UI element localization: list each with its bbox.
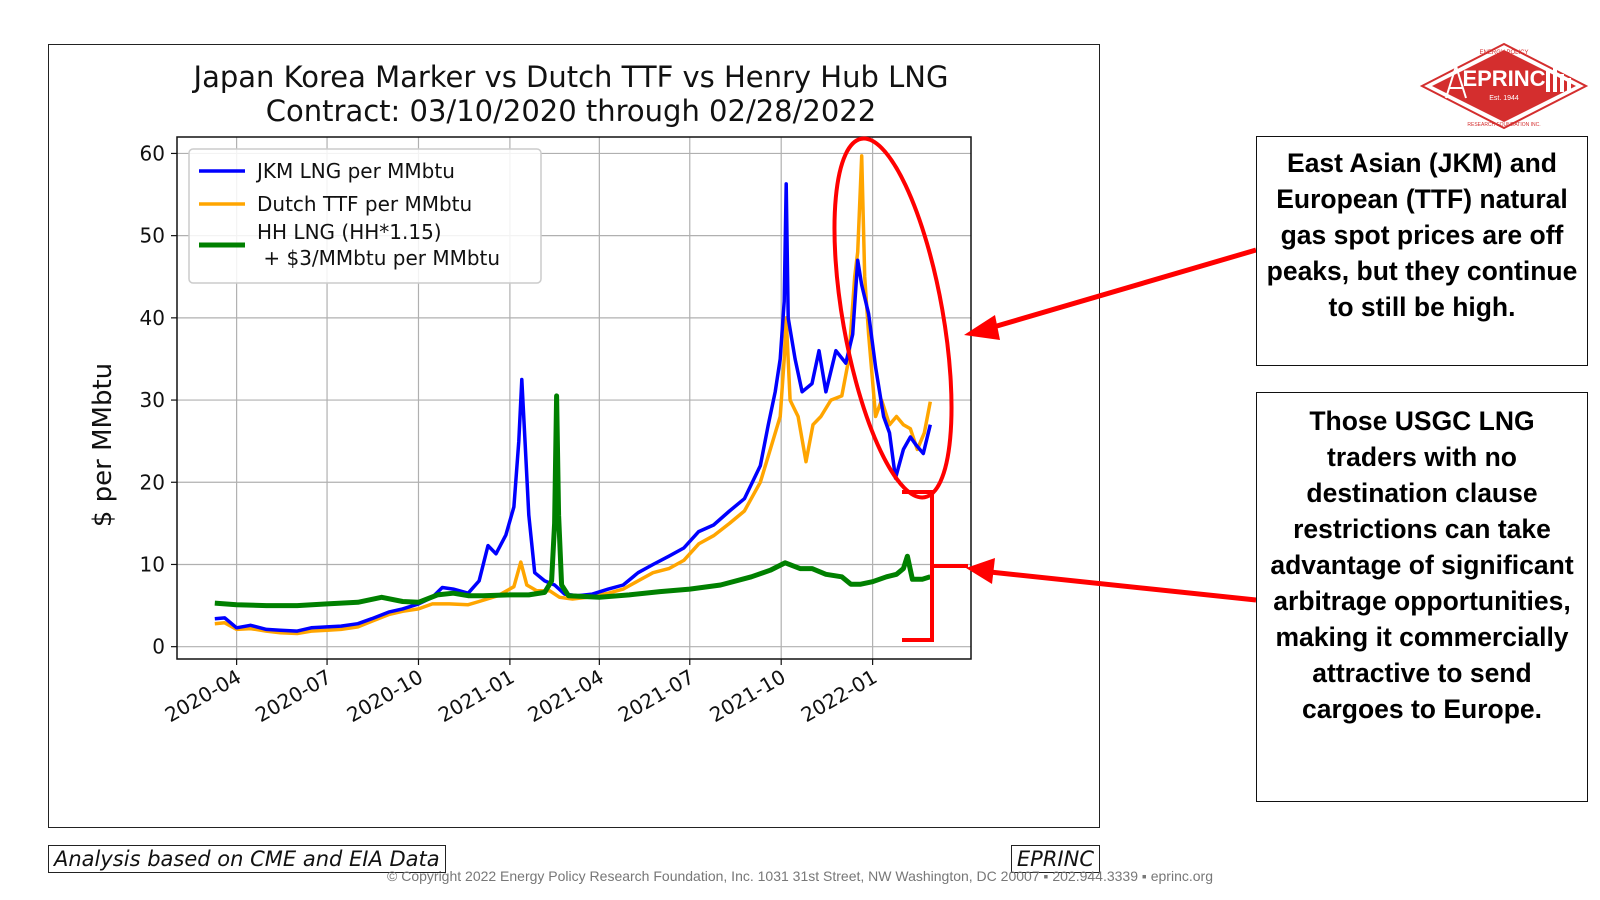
x-tick-label: 2022-01 [797,665,881,728]
x-tick-label: 2021-01 [434,665,518,728]
y-tick-label: 30 [140,388,165,412]
y-tick-label: 10 [140,552,165,576]
y-tick-label: 60 [140,141,165,165]
refinery-icon [1546,66,1571,92]
logo-wordmark: EPRINC [1462,66,1545,91]
callout-peaks: East Asian (JKM) and European (TTF) natu… [1256,136,1588,366]
logo-ring-top: ENERGY POLICY [1480,50,1529,56]
chart-figure: 0 10 20 30 40 50 60 2020-04 2020-07 2020-10 2021-0… [48,44,1100,873]
footer-copyright: © Copyright 2022 Energy Policy Research … [387,868,1213,884]
x-tick-label: 2021-04 [523,665,607,728]
y-tick-label: 0 [152,635,165,659]
y-tick-label: 40 [140,306,165,330]
x-tick-label: 2021-10 [705,665,789,728]
derrick-icon [1445,65,1467,99]
data-source-note: Analysis based on CME and EIA Data [48,845,446,873]
chart-subtitle: Contract: 03/10/2020 through 02/28/2022 [266,94,876,128]
chart-credit: EPRINC [1010,845,1100,873]
legend-label: Dutch TTF per MMbtu [257,192,472,216]
plot-area-frame [176,136,972,660]
y-axis-label: $ per MMbtu [88,363,118,527]
logo-band [1432,50,1576,122]
x-tick-label: 2021-07 [614,665,698,728]
x-tick-label: 2020-10 [343,665,427,728]
x-tick-label: 2020-04 [161,665,245,728]
legend-label: JKM LNG per MMbtu [255,159,455,183]
logo-est: Est. 1944 [1489,95,1519,102]
legend: JKM LNG per MMbtu Dutch TTF per MMbtu HH L… [188,148,542,284]
legend-box [188,148,542,284]
logo-ring-bottom: RESEARCH FOUNDATION INC. [1467,122,1540,128]
y-tick-label: 50 [140,224,165,248]
x-tick-label: 2020-07 [251,665,335,728]
series-line-hh-lng [214,393,932,609]
legend-label: HH LNG (HH*1.15) + $3/MMbtu per MMbtu [257,220,500,270]
y-tick-label: 20 [140,470,165,494]
chart-title: Japan Korea Marker vs Dutch TTF vs Henry… [192,60,949,94]
eprinc-logo: ENERGY POLICY EPRINC Est. 1944 RESEARCH … [1419,42,1589,130]
callout-arbitrage: Those USGC LNG traders with no destinati… [1256,392,1588,802]
